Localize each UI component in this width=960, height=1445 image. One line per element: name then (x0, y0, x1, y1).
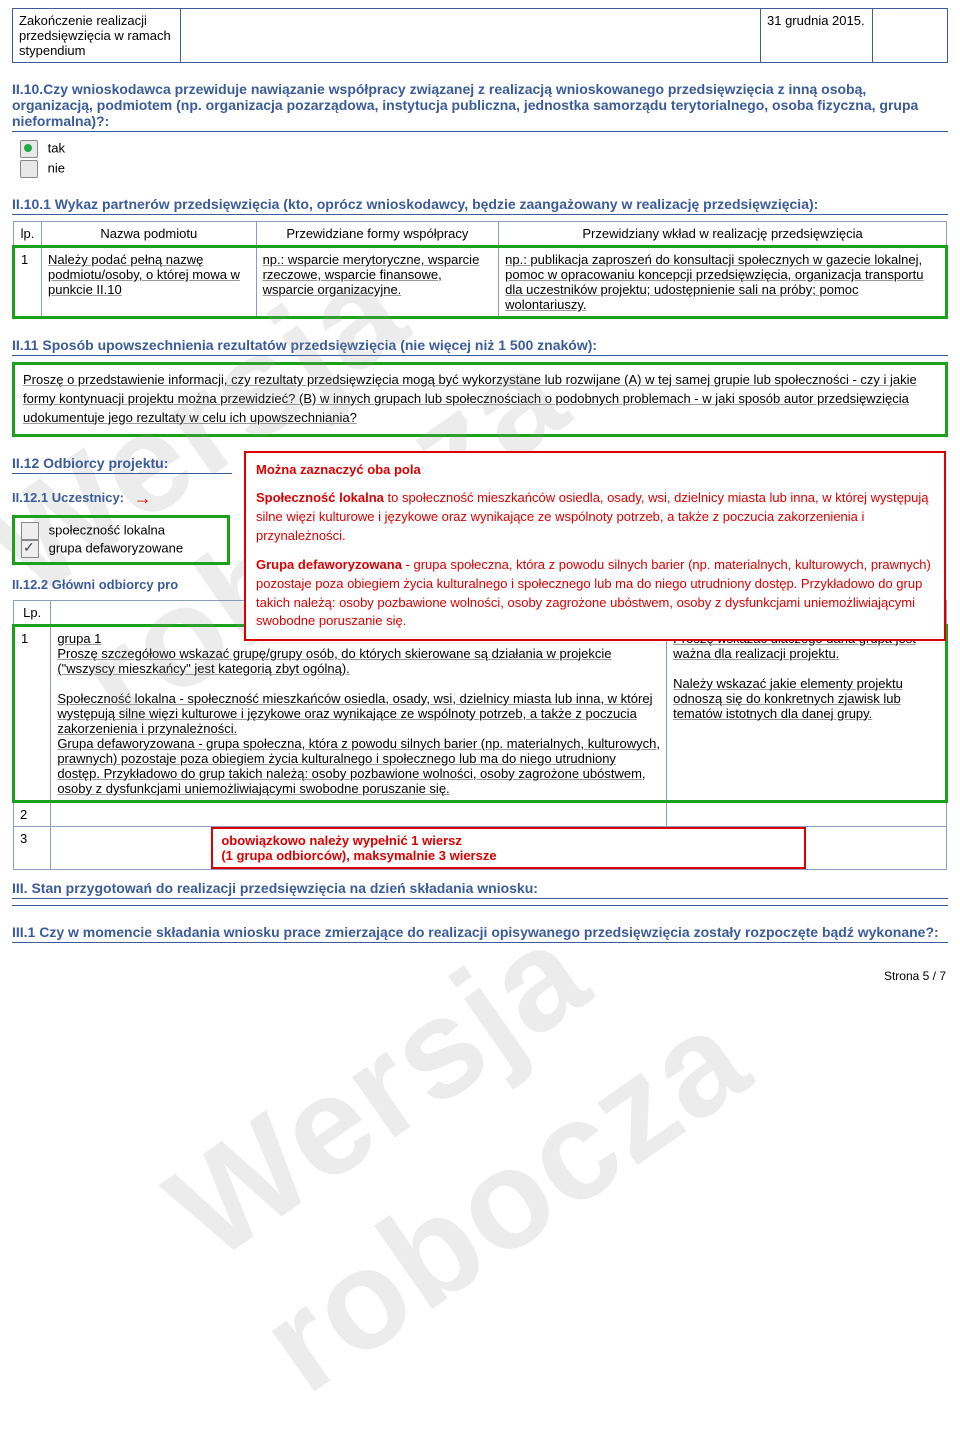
cell-lp: 3 (14, 826, 51, 869)
checkbox-defav[interactable]: grupa defaworyzowane (21, 540, 221, 558)
cell-form: np.: wsparcie merytoryczne, wsparcie rze… (256, 247, 499, 318)
page-footer: Strona 5 / 7 (884, 969, 946, 983)
partners-table: lp. Nazwa podmiotu Przewidziane formy ws… (12, 221, 948, 319)
heading-II-10-1: II.10.1 Wykaz partnerów przedsięwzięcia … (12, 196, 948, 215)
cell-lp: 2 (14, 801, 51, 826)
cell-od: grupa 1 Proszę szczegółowo wskazać grupę… (51, 625, 667, 801)
heading-III: III. Stan przygotowań do realizacji prze… (12, 880, 948, 899)
radio-icon (20, 160, 38, 178)
recipient-row-3: 3 obowiązkowo należy wypełnić 1 wiersz (… (14, 826, 947, 869)
heading-II-12-1: II.12.1 Uczestnicy: (12, 489, 124, 504)
II-11-text: Proszę o przedstawienie informacji, czy … (23, 372, 917, 425)
note-line1: obowiązkowo należy wypełnić 1 wiersz (221, 833, 796, 848)
II-11-textbox: Proszę o przedstawienie informacji, czy … (12, 362, 948, 437)
heading-III-1: III.1 Czy w momencie składania wniosku p… (12, 924, 948, 943)
divider (12, 905, 948, 906)
cell-uz (667, 801, 947, 826)
popup-title: Można zaznaczyć oba pola (256, 461, 934, 480)
recipient-row-1: 1 grupa 1 Proszę szczegółowo wskazać gru… (14, 625, 947, 801)
radio-nie-label: nie (48, 160, 65, 175)
participants-checkbox-group: społeczność lokalna grupa defaworyzowane (12, 515, 230, 565)
checkbox-local[interactable]: społeczność lokalna (21, 522, 221, 540)
th-lp: Lp. (14, 600, 51, 625)
popup-definitions: Można zaznaczyć oba pola Społeczność lok… (244, 451, 946, 642)
radio-tak[interactable]: tak (20, 140, 948, 158)
th-form: Przewidziane formy współpracy (256, 222, 499, 247)
cell-wklad: np.: publikacja zaproszeń do konsultacji… (499, 247, 947, 318)
radio-nie[interactable]: nie (20, 160, 948, 178)
heading-II-11: II.11 Sposób upowszechnienia rezultatów … (12, 337, 948, 356)
cell-od (51, 801, 667, 826)
checkbox-icon (21, 540, 39, 558)
schedule-extra (873, 9, 948, 63)
cell-lp: 1 (14, 247, 42, 318)
note-line2: (1 grupa odbiorców), maksymalnie 3 wiers… (221, 848, 796, 863)
arrow-icon: → (134, 488, 152, 508)
schedule-date: 31 grudnia 2015. (761, 9, 873, 63)
heading-II-12: II.12 Odbiorcy projektu: (12, 455, 232, 474)
schedule-label: Zakończenie realizacji przedsięwzięcia w… (13, 9, 181, 63)
cell-lp: 1 (14, 625, 51, 801)
heading-II-10: II.10.Czy wnioskodawca przewiduje nawiąz… (12, 81, 948, 132)
checkbox-icon (21, 522, 39, 540)
popup-term-local: Społeczność lokalna (256, 490, 384, 505)
cell-name: Należy podać pełną nazwę podmiotu/osoby,… (41, 247, 256, 318)
recipient-row-2: 2 (14, 801, 947, 826)
partner-row-1: 1 Należy podać pełną nazwę podmiotu/osob… (14, 247, 947, 318)
radio-tak-label: tak (48, 140, 65, 155)
checkbox-defav-label: grupa defaworyzowane (49, 540, 183, 555)
checkbox-local-label: społeczność lokalna (49, 522, 165, 537)
schedule-row-table: Zakończenie realizacji przedsięwzięcia w… (12, 8, 948, 63)
th-name: Nazwa podmiotu (41, 222, 256, 247)
radio-icon (20, 140, 38, 158)
cell-note-container: obowiązkowo należy wypełnić 1 wiersz (1 … (51, 826, 947, 869)
schedule-mid (181, 9, 761, 63)
heading-II-12-2: II.12.2 Główni odbiorcy pro (12, 577, 178, 592)
cell-uz: Proszę wskazać dlaczego dana grupa jest … (667, 625, 947, 801)
th-wklad: Przewidziany wkład w realizację przedsię… (499, 222, 947, 247)
popup-term-defav: Grupa defaworyzowana (256, 557, 402, 572)
th-lp: lp. (14, 222, 42, 247)
